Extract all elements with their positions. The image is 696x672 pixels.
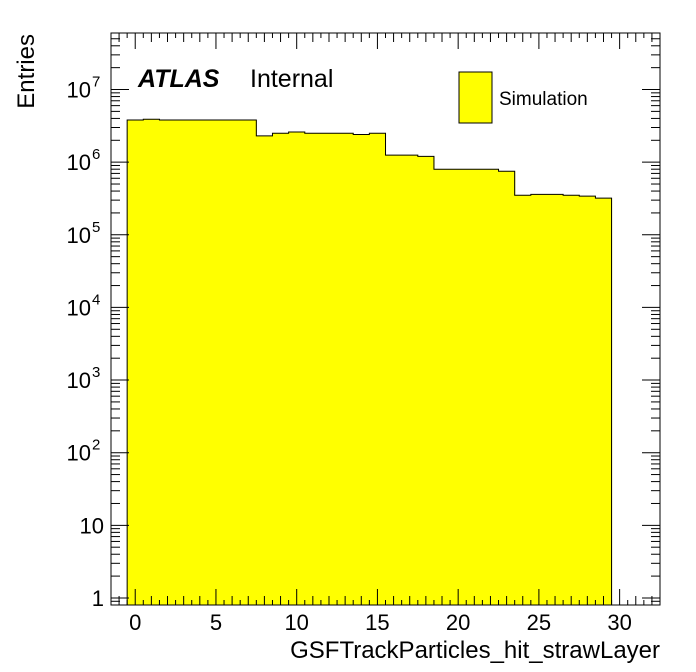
atlas-label: ATLAS: [137, 65, 220, 93]
y-tick-label: 1: [92, 586, 104, 611]
histogram-bar: [337, 133, 354, 606]
y-tick-label: 10: [67, 295, 91, 320]
y-tick-exponent: 4: [92, 291, 100, 308]
legend-swatch: [458, 71, 493, 124]
x-tick-label: 15: [365, 610, 389, 635]
histogram-bar: [433, 169, 451, 606]
y-tick-exponent: 6: [92, 146, 100, 163]
histogram-bar: [288, 132, 306, 605]
histogram-bar: [175, 120, 193, 605]
histogram-bar: [579, 196, 597, 605]
histogram-bar: [143, 119, 161, 606]
y-tick-label: 10: [67, 441, 91, 466]
x-tick-label: 25: [527, 610, 551, 635]
histogram-bar: [304, 133, 322, 606]
histogram-bar: [256, 135, 274, 606]
y-axis-title: Entries: [13, 34, 40, 109]
histogram-bar: [207, 120, 225, 605]
histogram-bar: [546, 194, 564, 605]
histogram-bar: [401, 155, 419, 605]
x-tick-label: 20: [446, 610, 470, 635]
y-tick-label: 10: [80, 513, 104, 538]
y-tick-label: 10: [67, 368, 91, 393]
histogram-bar: [482, 169, 500, 606]
y-tick-exponent: 2: [92, 437, 100, 454]
x-tick-label: 10: [284, 610, 308, 635]
x-axis-title: GSFTrackParticles_hit_strawLayer: [290, 637, 660, 664]
axis-ticks: [110, 32, 661, 606]
y-tick-exponent: 3: [92, 364, 100, 381]
histogram-bar: [320, 133, 338, 606]
histogram-bar: [191, 120, 209, 605]
histogram-bar: [127, 120, 144, 605]
internal-label: Internal: [250, 65, 333, 93]
y-tick-exponent: 5: [92, 219, 100, 236]
histogram-bar: [563, 195, 580, 606]
histogram-outline: [126, 118, 613, 605]
histogram-bar: [450, 169, 467, 606]
histogram-bar: [514, 195, 532, 606]
histogram-bar: [466, 169, 483, 606]
histogram-bar: [498, 171, 516, 605]
histogram-bars: [126, 118, 613, 606]
histogram-bar: [369, 133, 387, 606]
x-tick-label: 30: [607, 610, 631, 635]
legend-entry-simulation: Simulation: [499, 89, 588, 110]
y-tick-exponent: 7: [92, 74, 100, 91]
legend: Simulation: [458, 71, 588, 124]
histogram-bar: [417, 156, 435, 605]
histogram-bar: [530, 194, 548, 605]
histogram-bar: [385, 155, 403, 605]
x-tick-label: 5: [210, 610, 222, 635]
x-tick-label: 0: [129, 610, 141, 635]
histogram-bar: [595, 198, 613, 606]
histogram-bar: [272, 133, 290, 606]
histogram-bar: [224, 120, 241, 605]
histogram-bar: [159, 120, 177, 605]
y-tick-label: 10: [67, 223, 91, 248]
y-tick-label: 10: [67, 78, 91, 103]
y-tick-label: 10: [67, 150, 91, 175]
histogram-bar: [353, 134, 370, 606]
histogram-bar: [240, 120, 257, 605]
